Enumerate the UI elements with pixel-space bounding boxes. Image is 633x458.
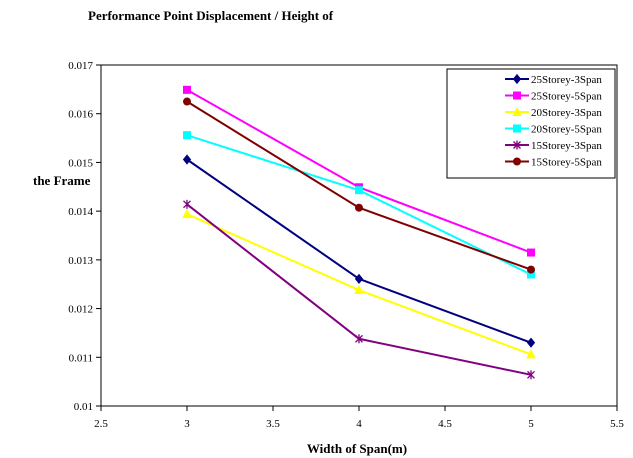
legend-label: 20Storey-3Span <box>531 107 602 119</box>
data-point <box>182 209 192 219</box>
data-point <box>183 97 191 106</box>
data-point <box>355 334 363 344</box>
legend-label: 20Storey-5Span <box>531 124 602 136</box>
data-point <box>182 154 192 165</box>
y-tick-label: 0.014 <box>68 206 93 218</box>
series-line <box>186 213 532 356</box>
y-tick-label: 0.012 <box>68 304 93 316</box>
legend-label: 15Storey-3Span <box>531 140 602 152</box>
data-point <box>526 349 536 359</box>
y-tick-label: 0.01 <box>74 401 93 413</box>
legend-label: 15Storey-5Span <box>531 157 602 169</box>
y-tick-label: 0.013 <box>68 255 93 267</box>
legend-marker <box>513 157 521 166</box>
x-tick-label: 5.5 <box>610 418 624 430</box>
plot-area: 0.01 0.011 0.012 0.013 0.014 0.015 0.016 0.017 2… <box>68 60 624 430</box>
y-tick-label: 0.016 <box>68 109 93 121</box>
x-tick-label: 3 <box>184 418 190 430</box>
x-tick-label: 2.5 <box>94 418 108 430</box>
y-tick-label: 0.015 <box>68 157 93 169</box>
x-tick-label: 5 <box>528 418 534 430</box>
legend-marker <box>513 140 521 150</box>
data-point <box>354 284 364 295</box>
legend-label: 25Storey-3Span <box>531 74 602 86</box>
data-point <box>183 131 191 140</box>
x-axis-label: Width of Span(m) <box>307 441 407 456</box>
data-point <box>183 85 191 94</box>
x-tick-label: 4.5 <box>438 418 452 430</box>
legend-label: 25Storey-5Span <box>531 91 602 103</box>
legend-marker <box>512 73 522 85</box>
data-point <box>354 273 364 284</box>
data-point <box>526 337 536 348</box>
data-point <box>527 265 535 274</box>
data-point <box>527 248 535 257</box>
data-point <box>183 199 191 209</box>
legend-box <box>446 68 616 179</box>
x-tick-label: 4 <box>356 418 362 430</box>
y-tick-label: 0.017 <box>68 60 93 72</box>
data-point <box>355 203 363 212</box>
legend-marker <box>513 91 521 100</box>
legend-marker <box>512 106 522 116</box>
data-point <box>527 370 535 380</box>
legend: 25Storey-3Span 25Storey-5Span 20Storey-3Sp… <box>446 68 616 179</box>
legend-marker <box>513 124 521 133</box>
x-tick-label: 3.5 <box>266 418 280 430</box>
chart-title: Performance Point Displacement / Height … <box>88 8 334 23</box>
y-tick-label: 0.011 <box>69 352 93 364</box>
data-point <box>355 186 363 195</box>
y-axis-label: the Frame <box>33 173 91 188</box>
